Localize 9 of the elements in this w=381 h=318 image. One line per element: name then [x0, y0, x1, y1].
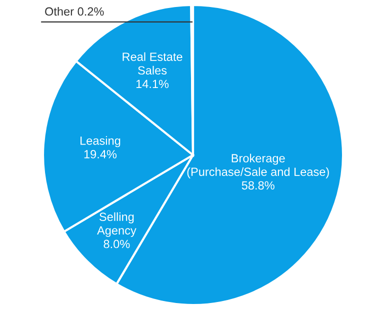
slice-label: Real Estate Sales	[122, 52, 182, 75]
data-label: 19.4%	[84, 150, 117, 158]
data-label: 14.1%	[136, 80, 169, 88]
slice-label: Brokerage (Purchase/Sale and Lease)	[187, 154, 329, 178]
data-label: 58.8%	[242, 181, 274, 190]
data-label: 8.0%	[104, 240, 130, 248]
slice-label: Selling Agency	[97, 212, 136, 237]
slice-label: Other 0.2%	[45, 7, 104, 16]
slice-label: Leasing	[80, 136, 120, 148]
